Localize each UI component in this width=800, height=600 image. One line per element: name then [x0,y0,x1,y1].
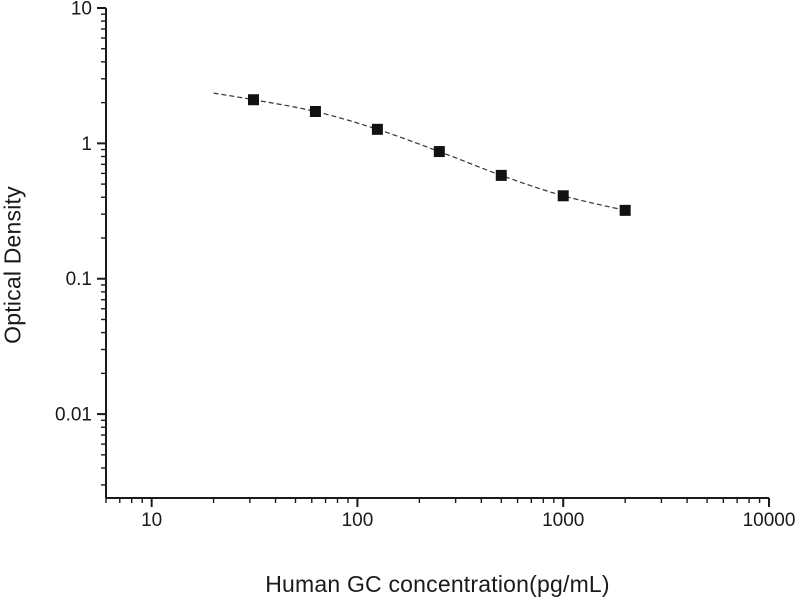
y-tick-label: 0.01 [55,405,92,426]
data-point-marker [557,190,569,202]
data-point-marker [309,105,321,117]
fit-curve-line [213,92,626,211]
x-tick-label: 1000 [542,510,584,531]
x-tick-label: 10000 [743,510,796,531]
data-point-marker [619,204,631,216]
data-point-marker [371,123,383,135]
data-point-marker [433,146,445,158]
y-tick-label: 0.1 [66,269,92,290]
y-axis-title: Optical Density [0,186,26,344]
y-tick-label: 1 [81,134,92,155]
x-tick-label: 10 [141,510,162,531]
data-point-marker [247,94,259,106]
x-axis-title: Human GC concentration(pg/mL) [265,571,610,597]
y-tick-label: 10 [71,0,92,20]
data-point-marker [495,169,507,181]
x-tick-label: 100 [342,510,374,531]
